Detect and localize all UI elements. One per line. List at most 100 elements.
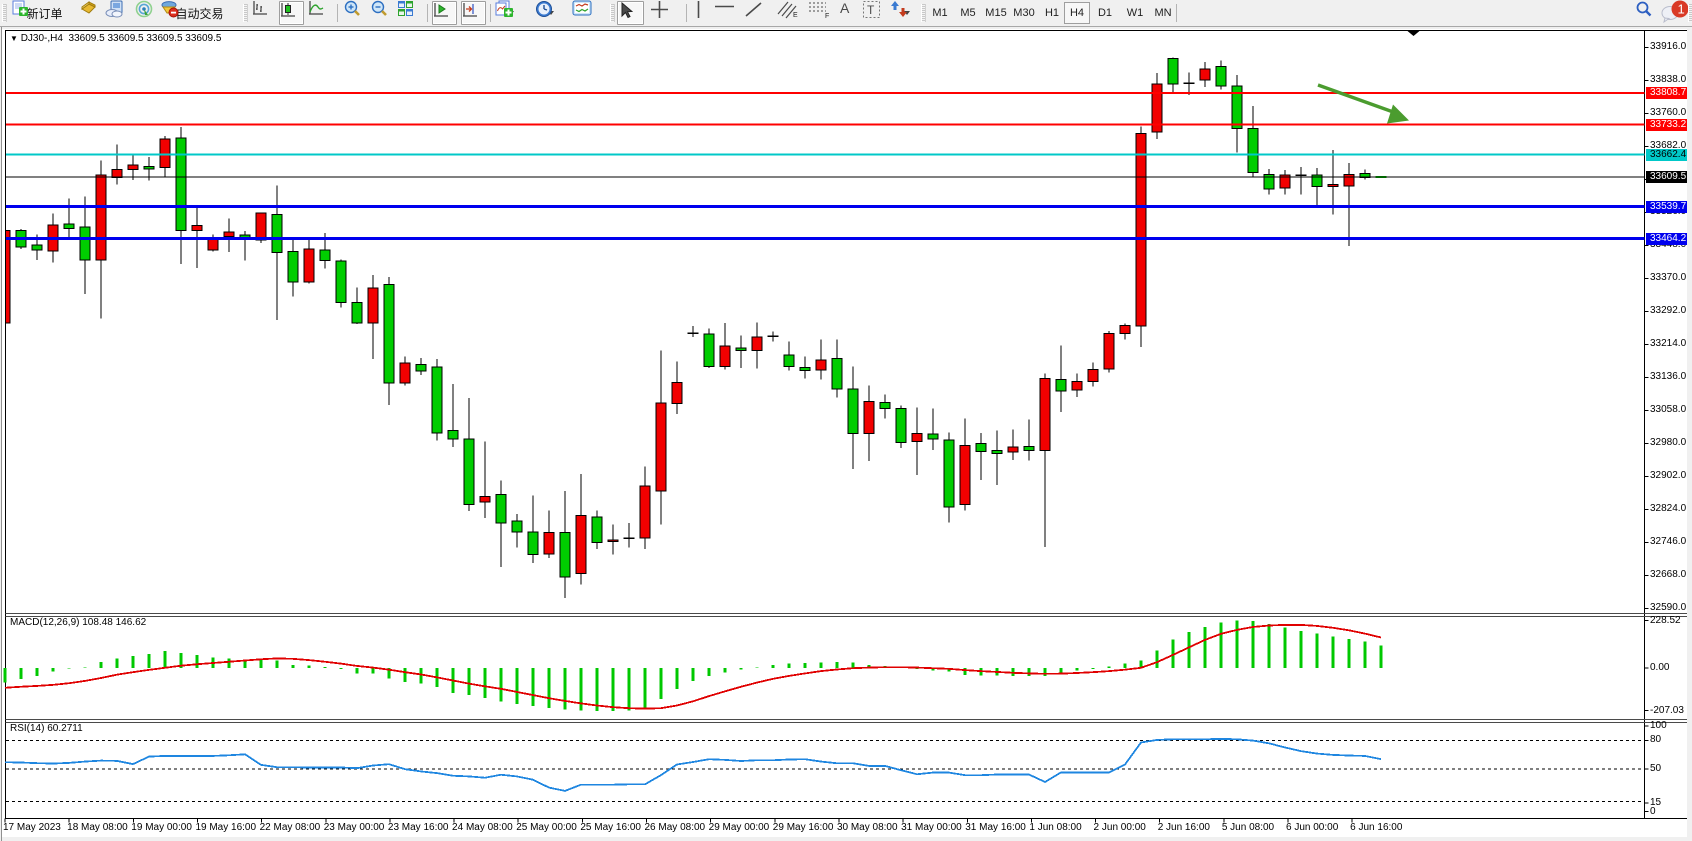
trendline-button[interactable]: [744, 0, 770, 26]
candle-up: [1311, 174, 1323, 188]
crosshair-button[interactable]: [650, 0, 678, 26]
horizontal-line-button[interactable]: [714, 0, 740, 26]
rsi-axis-label: 0: [1650, 805, 1656, 817]
toolbar-gripper[interactable]: [243, 4, 248, 22]
macd-axis-label: 0.00: [1650, 662, 1670, 673]
rsi-label: RSI(14) 60.2711: [10, 723, 83, 734]
templates-button[interactable]: [572, 0, 600, 26]
candle-up: [1055, 379, 1067, 392]
date-axis-label: 19 May 00:00: [131, 822, 192, 833]
price-axis-label: 33760.0: [1650, 107, 1687, 119]
new-order-button[interactable]: 新订单: [12, 0, 74, 26]
indicators-button[interactable]: [495, 0, 523, 26]
zoom-out-icon: [371, 0, 387, 16]
date-axis-label: 17 May 2023: [3, 822, 61, 833]
tab-timeframe-m1[interactable]: M1: [932, 7, 948, 19]
date-axis-label: 5 Jun 08:00: [1221, 822, 1275, 833]
candlestick-chart-button[interactable]: [279, 1, 304, 25]
tab-timeframe-d1[interactable]: D1: [1097, 7, 1113, 19]
text-button[interactable]: A: [838, 0, 858, 26]
candle-up: [559, 532, 571, 578]
date-axis-label: 19 May 16:00: [195, 822, 257, 833]
tile-windows-button[interactable]: [397, 0, 423, 26]
market-watch-button[interactable]: [80, 0, 104, 26]
vertical-line-button[interactable]: [692, 0, 710, 26]
candle-up: [63, 223, 75, 229]
periods-button[interactable]: [535, 0, 563, 26]
equidistant-channel-icon: E: [777, 1, 798, 19]
chevron-down-icon[interactable]: [904, 11, 910, 15]
chart-shift-button[interactable]: [461, 1, 486, 25]
price-tag[interactable]: 33662.4: [1646, 148, 1687, 161]
fibonacci-button[interactable]: F: [808, 0, 834, 26]
tab-timeframe-mn[interactable]: MN: [1154, 7, 1172, 19]
auto-scroll-button[interactable]: [432, 1, 457, 25]
price-axis-label: 32590.0: [1650, 602, 1687, 614]
text-icon: A: [840, 0, 850, 16]
zoom-in-button[interactable]: [343, 0, 369, 26]
symbol-label[interactable]: ▼ DJ30-,H4 33609.5 33609.5 33609.5 33609…: [10, 33, 221, 44]
candle-down: [303, 248, 315, 283]
search-button[interactable]: [1634, 0, 1658, 26]
trendline-icon: [745, 2, 762, 17]
tab-timeframe-h4[interactable]: H4: [1064, 2, 1090, 24]
chart-shift-marker[interactable]: [1407, 31, 1420, 36]
toolbar-gripper[interactable]: [2, 4, 7, 22]
date-axis-label: 23 May 16:00: [387, 822, 449, 833]
price-tag[interactable]: 33539.7: [1646, 200, 1687, 213]
zoom-out-button[interactable]: [370, 0, 396, 26]
price-axis-label: 33214.0: [1650, 338, 1687, 350]
text-label-button[interactable]: T: [862, 0, 886, 26]
vertical-line-icon: [697, 1, 700, 18]
price-axis-label: 33058.0: [1650, 404, 1687, 416]
date-axis-label: 2 Jun 00:00: [1093, 822, 1146, 833]
cursor-button[interactable]: [617, 1, 644, 25]
candle-up: [527, 531, 539, 556]
doji-bar: [687, 332, 699, 335]
date-axis-label: 25 May 00:00: [516, 822, 577, 833]
candle-up: [495, 494, 507, 524]
tab-timeframe-m30[interactable]: M30: [1013, 7, 1035, 19]
price-tag[interactable]: 33733.2: [1646, 118, 1687, 131]
price-tag[interactable]: 33464.2: [1646, 232, 1687, 245]
chevron-down-icon[interactable]: [548, 11, 554, 15]
candle-up: [383, 284, 395, 384]
candle-up: [847, 388, 859, 435]
date-axis-label: 1 Jun 08:00: [1029, 822, 1082, 833]
candle-down: [255, 212, 267, 241]
price-tag[interactable]: 33808.7: [1646, 86, 1687, 99]
line-chart-button[interactable]: [308, 0, 332, 26]
candle-down: [479, 495, 491, 503]
bar-chart-button[interactable]: [252, 0, 276, 26]
macd-label: MACD(12,26,9) 108.48 146.62: [10, 617, 147, 628]
template-icon: [572, 0, 592, 16]
autotrading-button[interactable]: 自动交易: [160, 0, 236, 26]
trend-arrow-head[interactable]: [1387, 104, 1409, 124]
price-axis-label: 33370.0: [1650, 272, 1687, 284]
doji-bar: [1183, 82, 1195, 85]
notifications-button[interactable]: 1: [1660, 0, 1690, 26]
bar-chart-icon: [253, 1, 267, 15]
candle-up: [175, 137, 187, 232]
arrows-button[interactable]: [890, 0, 920, 26]
trend-arrow-line[interactable]: [1317, 83, 1397, 115]
tab-timeframe-m15[interactable]: M15: [985, 7, 1007, 19]
svg-text:E: E: [793, 12, 798, 19]
price-axis-label: 33292.0: [1650, 305, 1687, 317]
toolbar-gripper[interactable]: [921, 4, 926, 22]
signals-button[interactable]: [135, 0, 159, 26]
symbol-dropdown-icon[interactable]: ▼: [10, 34, 18, 43]
tab-timeframe-h1[interactable]: H1: [1044, 7, 1060, 19]
equidistant-channel-button[interactable]: E: [776, 0, 802, 26]
candles: [6, 57, 1387, 599]
toolbar: 新订单: [0, 0, 1692, 27]
navigator-button[interactable]: [105, 0, 131, 26]
toolbar-gripper[interactable]: [1688, 4, 1692, 22]
toolbar-gripper[interactable]: [610, 4, 615, 22]
chart-canvas[interactable]: [0, 27, 1692, 841]
candle-down: [1039, 378, 1051, 452]
price-axis-label: 32824.0: [1650, 503, 1687, 515]
tab-timeframe-m5[interactable]: M5: [960, 7, 976, 19]
tab-timeframe-w1[interactable]: W1: [1126, 7, 1144, 19]
cursor-icon: [621, 2, 633, 19]
